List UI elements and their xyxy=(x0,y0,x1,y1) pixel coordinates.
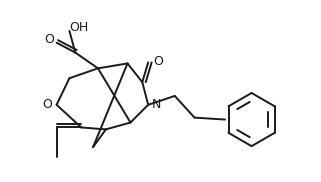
Text: N: N xyxy=(152,98,161,111)
Text: O: O xyxy=(42,98,52,111)
Text: O: O xyxy=(44,33,54,46)
Text: OH: OH xyxy=(70,21,89,34)
Text: O: O xyxy=(153,55,163,68)
